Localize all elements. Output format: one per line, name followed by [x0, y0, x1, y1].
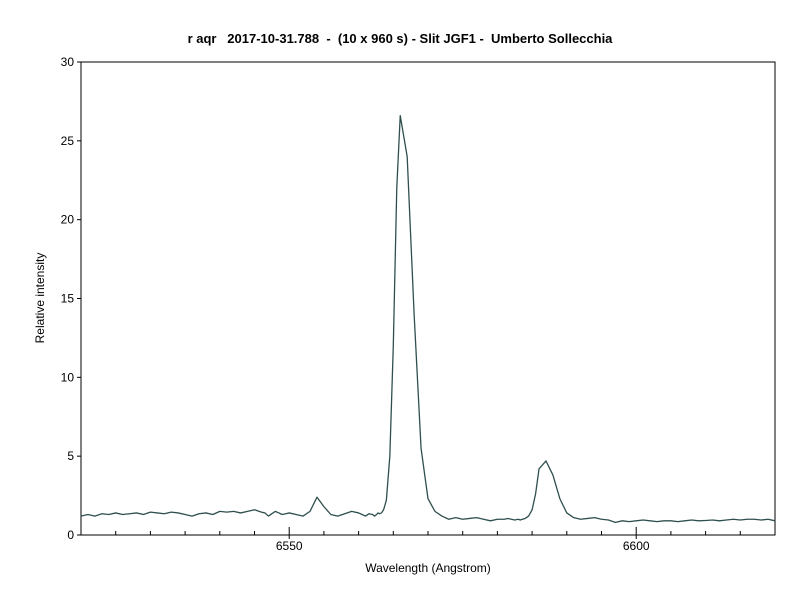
x-tick-label: 6550: [276, 539, 303, 553]
spectrum-line: [80, 114, 776, 524]
x-axis-label: Wavelength (Angstrom): [365, 561, 491, 575]
y-tick-label: 20: [61, 213, 75, 227]
chart-title: r aqr 2017-10-31.788 - (10 x 960 s) - Sl…: [188, 31, 614, 46]
y-axis-label: Relative intensity: [33, 253, 47, 344]
y-tick-label: 5: [67, 449, 74, 463]
y-tick-label: 30: [61, 55, 75, 69]
y-tick-label: 0: [67, 528, 74, 542]
series-group: [80, 114, 776, 524]
y-tick-label: 10: [61, 370, 75, 384]
y-tick-label: 25: [61, 134, 75, 148]
y-axis-ticks: 0 5 10 15 20 25 30: [61, 55, 81, 542]
x-axis-ticks: 6550 6600: [115, 527, 741, 553]
x-tick-label: 6600: [623, 539, 650, 553]
y-tick-label: 15: [61, 292, 75, 306]
